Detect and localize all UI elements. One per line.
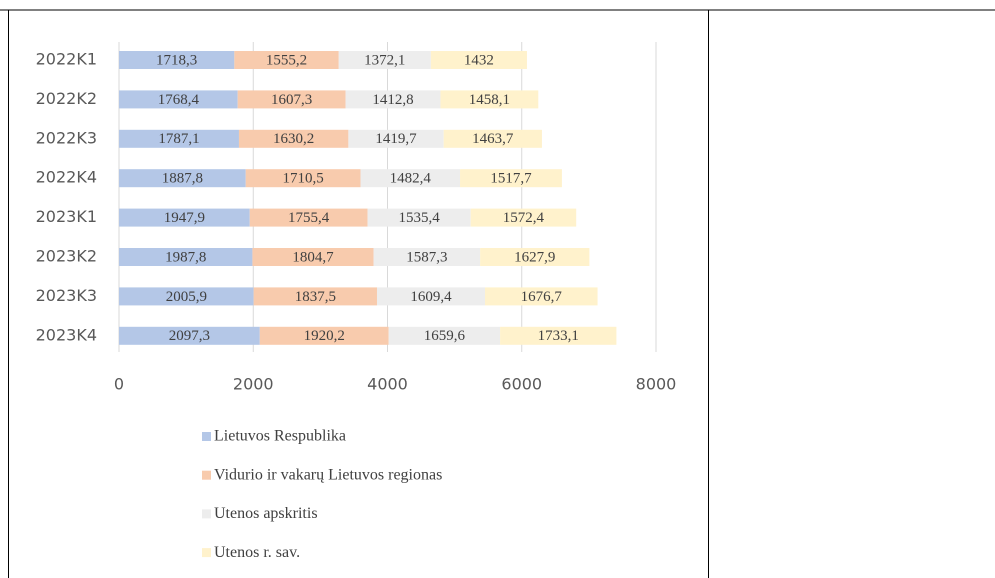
y-tick-label: 2023K3 [36,286,97,305]
bar-segment [249,208,368,227]
bar-segment [252,248,374,266]
bar-segment [440,90,539,109]
data-label: 1768,4 [158,92,200,108]
y-tick-label: 2023K1 [36,207,97,226]
data-label: 1535,4 [398,210,440,226]
x-tick-label: 8000 [636,375,677,394]
bar-segment [480,248,590,266]
bar-segment [373,248,481,266]
x-tick-label: 4000 [367,375,408,394]
bar-segment [253,287,377,306]
y-tick-label: 2022K3 [36,128,97,147]
bar-segment [338,51,431,69]
bar-segment [345,90,441,109]
legend-label: Utenos apskritis [214,505,318,522]
data-label: 1482,4 [390,171,432,187]
data-label: 1609,4 [410,289,452,305]
bar-segment [259,326,389,345]
data-label: 1804,7 [292,249,334,265]
legend-swatch [202,548,211,558]
data-label: 1710,5 [283,171,324,187]
y-tick-label: 2022K1 [36,50,97,69]
data-label: 1733,1 [538,328,579,344]
bar-segment [376,287,486,306]
data-label: 2097,3 [169,328,210,344]
x-tick-label: 0 [114,375,124,394]
bar-segment [348,129,444,148]
bar-segment [443,129,542,148]
data-label: 1837,5 [295,289,336,305]
bar-segment [119,129,239,148]
data-label: 1607,3 [271,92,312,108]
legend-swatch [202,470,211,480]
legend-label: Lietuvos Respublika [214,428,346,445]
x-tick-label: 6000 [501,375,542,394]
data-label: 1987,8 [165,249,206,265]
legend-swatch [202,432,211,441]
bar-segment [119,287,254,306]
data-label: 1659,6 [424,328,466,344]
data-label: 1463,7 [472,131,514,147]
legend-label: Utenos r. sav. [214,544,300,561]
legend-swatch [202,509,211,519]
bar-segment [119,51,235,69]
y-tick-label: 2023K2 [36,247,97,266]
data-label: 1787,1 [158,131,199,147]
chart: 0 2000 4000 6000 8000 2022K1 1718,3 1555,2 1372,… [36,42,677,561]
data-label: 1412,8 [372,92,413,108]
data-label: 1947,9 [164,210,205,226]
data-label: 1458,1 [469,92,510,108]
bar-segment [460,169,562,188]
bar-segment [485,287,598,306]
data-label: 1572,4 [503,210,545,226]
legend-label: Vidurio ir vakarų Lietuvos regionas [214,466,442,483]
data-label: 1676,7 [521,289,563,305]
data-label: 1555,2 [266,52,307,68]
data-label: 1432 [464,52,494,68]
data-label: 1419,7 [375,131,417,147]
bar-segment [119,169,246,188]
bar-segment [388,326,501,345]
bar-segment [430,51,527,69]
bar-segment [119,326,260,345]
data-label: 1517,7 [490,171,532,187]
data-label: 1372,1 [364,52,405,68]
data-label: 1627,9 [514,249,555,265]
bar-segment [367,208,471,227]
bar-segment [238,129,349,148]
bar-segment [237,90,346,109]
bar-segment [119,208,250,227]
x-tick-label: 2000 [233,375,274,394]
y-tick-label: 2023K4 [36,325,97,344]
y-tick-label: 2022K4 [36,168,97,187]
bar-segment [470,208,577,227]
bar-segment [234,51,339,69]
data-label: 1755,4 [288,210,330,226]
data-label: 1587,3 [406,249,447,265]
bar-segment [245,169,361,188]
data-label: 1920,2 [304,328,345,344]
data-label: 1887,8 [162,171,203,187]
bar-segment [119,248,253,266]
bar-segment [500,326,617,345]
data-label: 1630,2 [273,131,314,147]
bar-segment [360,169,461,188]
data-label: 2005,9 [166,289,207,305]
bar-segment [119,90,238,109]
y-tick-label: 2022K2 [36,89,97,108]
data-label: 1718,3 [156,52,197,68]
